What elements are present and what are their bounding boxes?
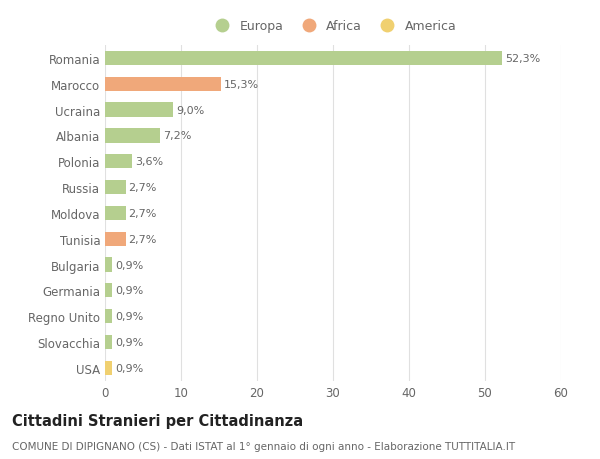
Text: 0,9%: 0,9%: [115, 363, 143, 373]
Text: 0,9%: 0,9%: [115, 260, 143, 270]
Bar: [105, 361, 112, 375]
Bar: [105, 258, 112, 272]
Text: 2,7%: 2,7%: [128, 234, 157, 244]
Bar: [105, 129, 160, 143]
Text: 7,2%: 7,2%: [163, 131, 191, 141]
Text: 3,6%: 3,6%: [136, 157, 164, 167]
Bar: [105, 309, 112, 324]
Bar: [105, 207, 125, 220]
Bar: [105, 78, 221, 92]
Text: 9,0%: 9,0%: [176, 106, 205, 115]
Text: 2,7%: 2,7%: [128, 208, 157, 218]
Bar: [105, 335, 112, 349]
Text: Cittadini Stranieri per Cittadinanza: Cittadini Stranieri per Cittadinanza: [12, 413, 303, 428]
Text: 0,9%: 0,9%: [115, 337, 143, 347]
Bar: [105, 52, 502, 66]
Text: COMUNE DI DIPIGNANO (CS) - Dati ISTAT al 1° gennaio di ogni anno - Elaborazione : COMUNE DI DIPIGNANO (CS) - Dati ISTAT al…: [12, 441, 515, 451]
Text: 2,7%: 2,7%: [128, 183, 157, 193]
Bar: [105, 155, 133, 169]
Bar: [105, 103, 173, 118]
Legend: Europa, Africa, America: Europa, Africa, America: [210, 20, 456, 33]
Bar: [105, 232, 125, 246]
Text: 0,9%: 0,9%: [115, 286, 143, 296]
Text: 15,3%: 15,3%: [224, 79, 259, 90]
Text: 52,3%: 52,3%: [506, 54, 541, 64]
Bar: [105, 284, 112, 298]
Text: 0,9%: 0,9%: [115, 312, 143, 321]
Bar: [105, 180, 125, 195]
